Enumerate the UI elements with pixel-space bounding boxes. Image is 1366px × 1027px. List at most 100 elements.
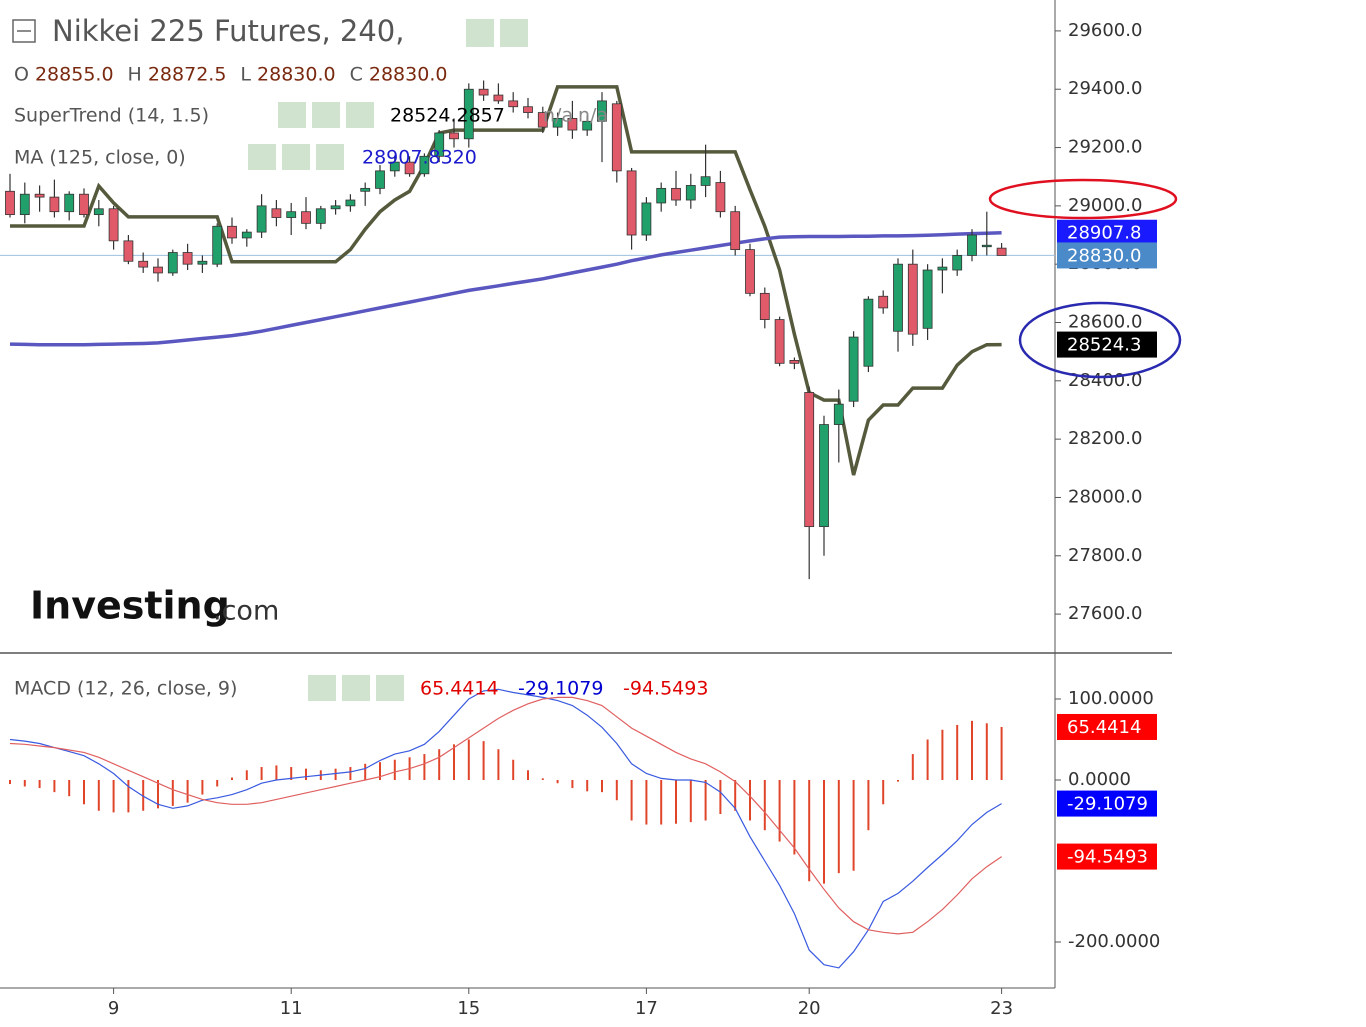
price-tag — [1057, 843, 1157, 870]
y-tick-label: 28000.0 — [1068, 486, 1142, 507]
price-tag — [1057, 219, 1157, 246]
indicator-line — [10, 85, 1002, 476]
legend: Nikkei 225 Futures, 240, O 28855.0 H 28872.… — [12, 14, 708, 701]
price-tag — [1057, 790, 1157, 817]
candle-body — [730, 211, 741, 251]
supertrend-extra: n/a — [543, 105, 573, 127]
candle-body — [700, 176, 711, 186]
settings-icon[interactable] — [500, 19, 528, 47]
close-icon[interactable] — [316, 144, 344, 170]
candle-body — [360, 187, 371, 192]
eye-icon[interactable] — [308, 675, 336, 701]
candle-body — [789, 360, 800, 364]
annotations — [988, 178, 1182, 379]
candle-body — [656, 187, 667, 204]
candle-body — [863, 298, 874, 367]
price-tag — [1057, 242, 1157, 269]
ohlc-label: C — [350, 64, 363, 86]
y-tick-label: 0.0000 — [1068, 769, 1131, 790]
candle-body — [685, 185, 696, 201]
candle-body — [93, 208, 104, 216]
ohlc-label: O — [14, 64, 29, 86]
candle-body — [138, 260, 149, 268]
candle-body — [34, 193, 45, 198]
candle-body — [463, 88, 474, 140]
candle-body — [907, 263, 918, 335]
candle-body — [271, 208, 282, 218]
candle-body — [212, 225, 223, 265]
candle-body — [5, 190, 15, 216]
candle-body — [389, 161, 400, 172]
macd-legend: MACD (12, 26, close, 9) — [14, 678, 237, 700]
watermark-suffix: .com — [213, 596, 279, 627]
candle-body — [952, 255, 963, 271]
settings-icon[interactable] — [312, 102, 340, 128]
candle-body — [478, 88, 489, 96]
price-tag-label: 28830.0 — [1067, 245, 1141, 266]
candle-body — [508, 100, 519, 108]
macd-line — [9, 688, 1002, 969]
price-tag — [1057, 713, 1157, 740]
indicator-line — [9, 230, 1002, 347]
candle-body — [123, 240, 134, 262]
close-icon[interactable] — [346, 102, 374, 128]
candle-body — [745, 249, 755, 294]
eye-icon[interactable] — [466, 19, 494, 47]
candle-body — [449, 132, 459, 140]
price-tag-label: -29.1079 — [1067, 794, 1148, 815]
collapse-icon[interactable] — [12, 19, 36, 43]
candle-body — [286, 211, 297, 218]
ohlc-label: L — [240, 64, 251, 86]
candle-body — [197, 260, 208, 265]
price-tag-label: 65.4414 — [1067, 717, 1141, 738]
candle-body — [493, 94, 504, 102]
candle-body — [19, 193, 30, 216]
y-tick-label: 29400.0 — [1068, 78, 1142, 99]
candle-body — [981, 244, 992, 248]
settings-icon[interactable] — [282, 144, 310, 170]
y-tick-label: 29000.0 — [1068, 195, 1142, 216]
ohlc-value: 28872.5 — [148, 64, 227, 86]
macd-line — [9, 696, 1002, 935]
candle-body — [671, 187, 681, 201]
y-tick-label: 27800.0 — [1068, 545, 1142, 566]
y-tick-label: 28600.0 — [1068, 312, 1142, 333]
ohlc-value: 28830.0 — [257, 64, 336, 86]
signal-value: -94.5493 — [623, 678, 708, 700]
candle-body — [330, 205, 341, 210]
x-tick-label: 9 — [108, 998, 119, 1019]
eye-icon[interactable] — [248, 144, 276, 170]
candle-body — [922, 269, 933, 329]
candle-body — [567, 117, 578, 131]
candle-body — [167, 252, 178, 274]
candle-body — [996, 247, 1007, 256]
candle-body — [79, 193, 89, 216]
candle-body — [597, 100, 607, 122]
candle-body — [759, 292, 770, 320]
settings-icon[interactable] — [342, 675, 370, 701]
ohlc-label: H — [128, 64, 142, 86]
x-tick-label: 15 — [457, 998, 480, 1019]
ohlc-legend: O 28855.0 H 28872.5 L 28830.0 C 28830.0 — [14, 64, 447, 86]
candle-body — [819, 424, 829, 528]
close-icon[interactable] — [376, 675, 404, 701]
candle-body — [64, 193, 75, 213]
candle-body — [967, 234, 977, 256]
red-ellipse — [988, 178, 1178, 220]
x-tick-label: 23 — [990, 998, 1013, 1019]
candle-body — [241, 231, 252, 239]
y-tick-label: 27600.0 — [1068, 603, 1142, 624]
supertrend-extra: n/a — [578, 105, 608, 127]
ma-value: 28907.8320 — [362, 147, 477, 169]
watermark: Investing — [30, 584, 230, 628]
x-tick-label: 20 — [798, 998, 821, 1019]
blue-ellipse — [1018, 301, 1182, 379]
supertrend-value: 28524.2857 — [390, 105, 505, 127]
ohlc-value: 28830.0 — [369, 64, 448, 86]
x-tick-label: 11 — [280, 998, 303, 1019]
eye-icon[interactable] — [278, 102, 306, 128]
price-tag — [1057, 331, 1157, 358]
candle-body — [523, 106, 533, 113]
macd-value: -29.1079 — [518, 678, 603, 700]
